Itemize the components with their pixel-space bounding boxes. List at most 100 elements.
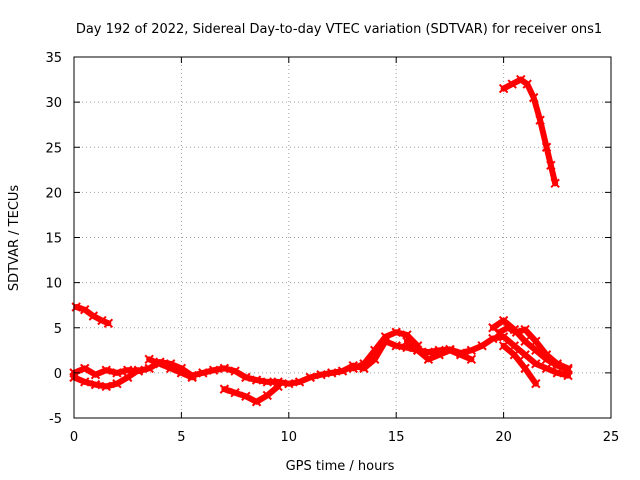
data-point — [402, 336, 412, 346]
data-point — [498, 315, 509, 326]
data-point — [531, 336, 541, 346]
data-point — [80, 377, 90, 387]
x-tick-label: 20 — [495, 430, 512, 445]
data-point — [133, 365, 144, 375]
data-point — [80, 363, 90, 374]
data-point — [112, 378, 122, 389]
data-series — [69, 74, 573, 407]
data-point — [541, 142, 552, 152]
data-point — [90, 369, 101, 380]
data-point — [445, 345, 455, 356]
data-point — [88, 311, 99, 321]
data-point — [494, 327, 505, 337]
data-point — [219, 384, 230, 394]
data-point — [507, 79, 517, 89]
data-point — [327, 368, 337, 378]
x-tick-label: 15 — [388, 430, 405, 445]
data-point — [176, 368, 187, 378]
data-point — [380, 332, 391, 342]
data-point — [477, 341, 487, 351]
data-point — [198, 368, 208, 378]
data-point — [434, 350, 444, 360]
x-tick-label: 5 — [177, 430, 185, 445]
data-point — [219, 363, 230, 374]
data-point — [230, 366, 240, 376]
data-point — [122, 372, 133, 383]
data-point — [80, 304, 90, 315]
data-point — [155, 359, 165, 369]
data-point — [144, 354, 154, 365]
data-point — [412, 345, 423, 356]
data-point — [488, 323, 498, 333]
data-point — [101, 381, 111, 392]
data-point — [284, 378, 294, 389]
y-tick-label: 15 — [45, 232, 62, 247]
data-point — [241, 372, 251, 383]
data-point — [273, 381, 283, 392]
y-tick-label: 10 — [45, 277, 62, 292]
data-point — [90, 379, 101, 390]
data-point — [230, 388, 240, 398]
data-point — [112, 368, 122, 378]
data-point — [546, 160, 556, 171]
data-point — [498, 341, 509, 351]
data-point — [337, 366, 348, 376]
data-point — [498, 83, 509, 94]
data-point — [541, 350, 552, 360]
data-point — [97, 315, 107, 326]
data-point — [455, 350, 466, 360]
y-tick-label: 30 — [45, 96, 62, 111]
data-point — [165, 363, 176, 374]
data-point — [520, 363, 530, 374]
data-point — [316, 369, 326, 380]
y-tick-label: -5 — [49, 412, 62, 427]
data-point — [503, 323, 513, 333]
data-point — [423, 354, 434, 365]
y-tick-label: 35 — [45, 51, 62, 66]
y-axis-label: SDTVAR / TECUs — [7, 185, 22, 292]
data-point — [101, 365, 111, 375]
y-tick-label: 25 — [45, 141, 62, 156]
data-point — [208, 365, 219, 375]
x-tick-label: 0 — [70, 430, 78, 445]
data-point — [391, 341, 401, 351]
data-point — [251, 397, 262, 407]
data-point — [262, 390, 273, 401]
data-point — [541, 363, 552, 374]
data-point — [520, 350, 530, 360]
y-tick-label: 20 — [45, 186, 62, 201]
data-point — [466, 345, 477, 356]
data-point — [391, 327, 401, 337]
data-point — [563, 363, 573, 374]
data-point — [103, 318, 114, 328]
data-point — [535, 115, 545, 125]
x-tick-label: 25 — [603, 430, 620, 445]
data-point — [348, 363, 358, 374]
data-point — [528, 92, 539, 103]
data-point — [71, 302, 81, 312]
data-point — [144, 363, 154, 374]
data-point — [531, 378, 541, 389]
data-point — [241, 391, 251, 402]
data-point — [520, 336, 530, 346]
data-point — [552, 359, 563, 369]
x-tick-label: 10 — [281, 430, 298, 445]
axis-ticks: 0 5 10 15 20 25 -5 0 5 10 15 20 25 30 35 — [45, 51, 619, 445]
data-point — [305, 372, 315, 383]
data-point — [552, 368, 563, 378]
y-tick-label: 5 — [54, 322, 62, 337]
data-point — [522, 79, 532, 89]
series-late-track-c — [500, 342, 539, 387]
x-axis-label: GPS time / hours — [286, 459, 395, 474]
data-point — [294, 377, 305, 387]
data-point — [550, 178, 560, 189]
data-point — [262, 377, 273, 387]
data-point — [359, 359, 369, 369]
data-point — [466, 354, 477, 365]
y-tick-label: 0 — [54, 367, 62, 382]
data-point — [509, 350, 520, 360]
data-point — [509, 341, 520, 351]
data-point — [516, 74, 526, 85]
chart-title: Day 192 of 2022, Sidereal Day-to-day VTE… — [76, 22, 602, 37]
